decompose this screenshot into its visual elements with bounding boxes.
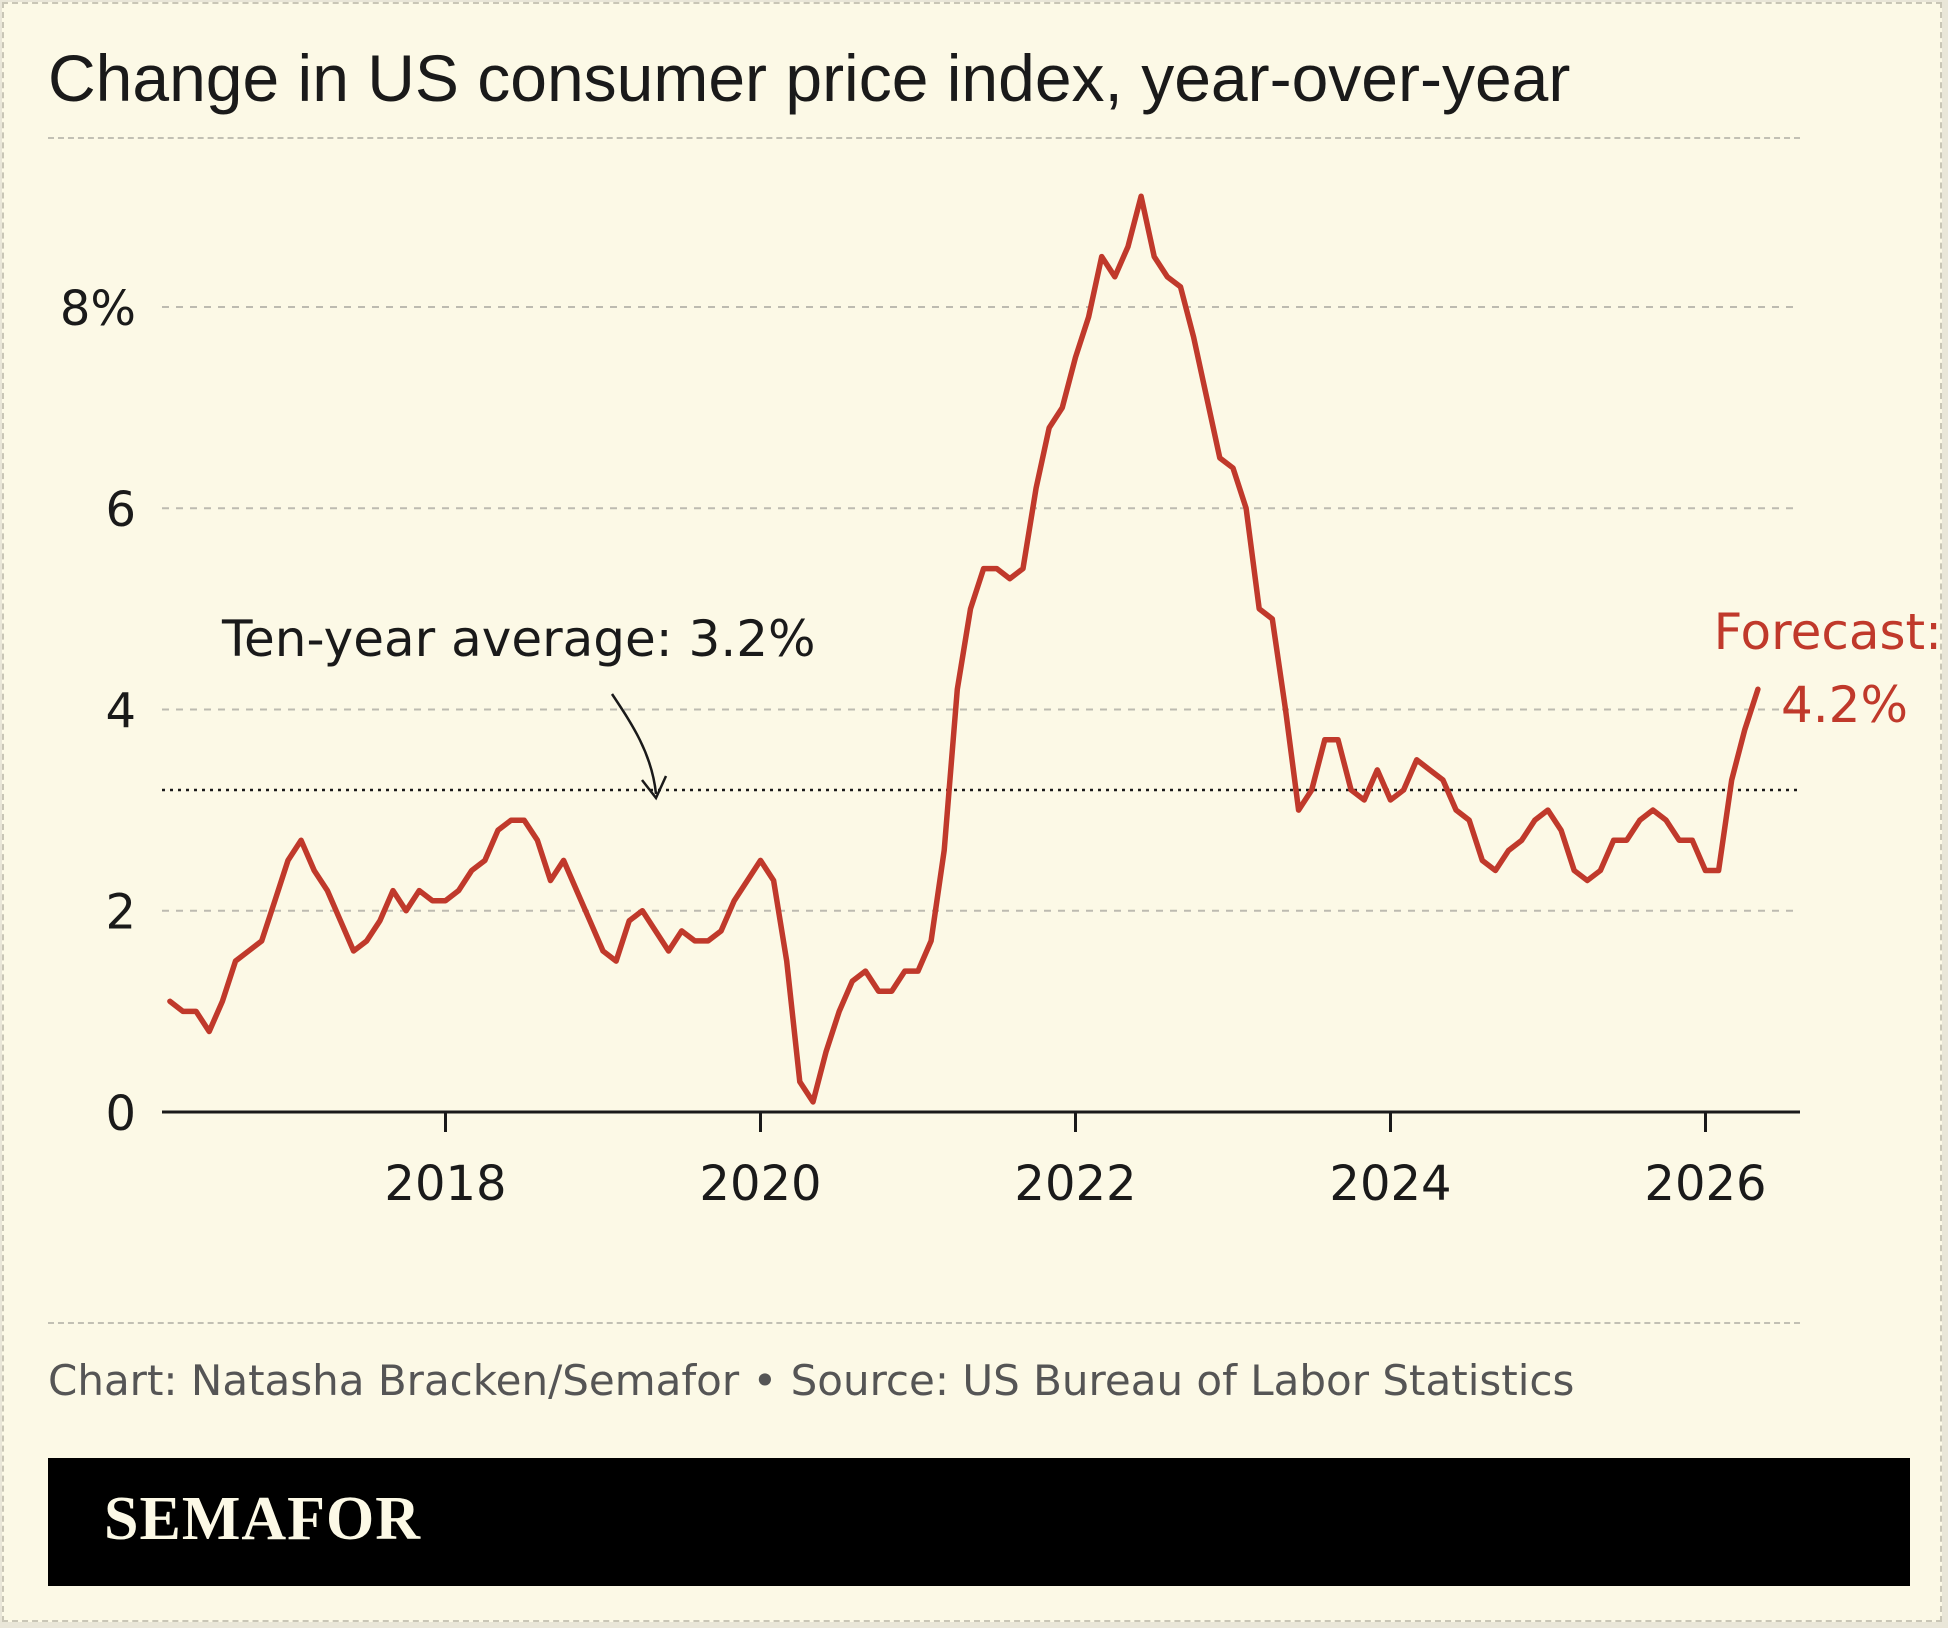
forecast-value: 4.2%	[1781, 676, 1908, 734]
y-tick-label: 8%	[60, 281, 136, 337]
y-tick-label: 6	[105, 482, 136, 538]
x-tick-label: 2020	[699, 1156, 821, 1212]
y-tick-label: 4	[105, 683, 136, 739]
average-arrowhead	[641, 775, 668, 801]
y-tick-label: 2	[105, 885, 136, 941]
chart-title: Change in US consumer price index, year-…	[48, 41, 1571, 115]
average-arrow	[610, 693, 658, 795]
x-tick-label: 2024	[1329, 1156, 1451, 1212]
brand-logo: SEMAFOR	[104, 1485, 421, 1553]
line-chart: 0 2 4 6 8% 2018 2020 2022 2024 2026 Ten-year avera…	[60, 193, 1942, 1212]
forecast-label: Forecast:	[1714, 603, 1942, 661]
x-tick-label: 2022	[1014, 1156, 1136, 1212]
average-label: Ten-year average: 3.2%	[221, 610, 816, 668]
bottom-divider	[48, 1322, 1800, 1324]
x-tick-label: 2018	[384, 1156, 506, 1212]
y-tick-label: 0	[105, 1086, 136, 1142]
brand-bar: SEMAFOR	[48, 1458, 1910, 1586]
cpi-series-line	[167, 193, 1761, 1105]
x-tick-label: 2026	[1644, 1156, 1766, 1212]
top-divider	[48, 137, 1800, 139]
chart-credit: Chart: Natasha Bracken/Semafor • Source:…	[48, 1356, 1575, 1405]
